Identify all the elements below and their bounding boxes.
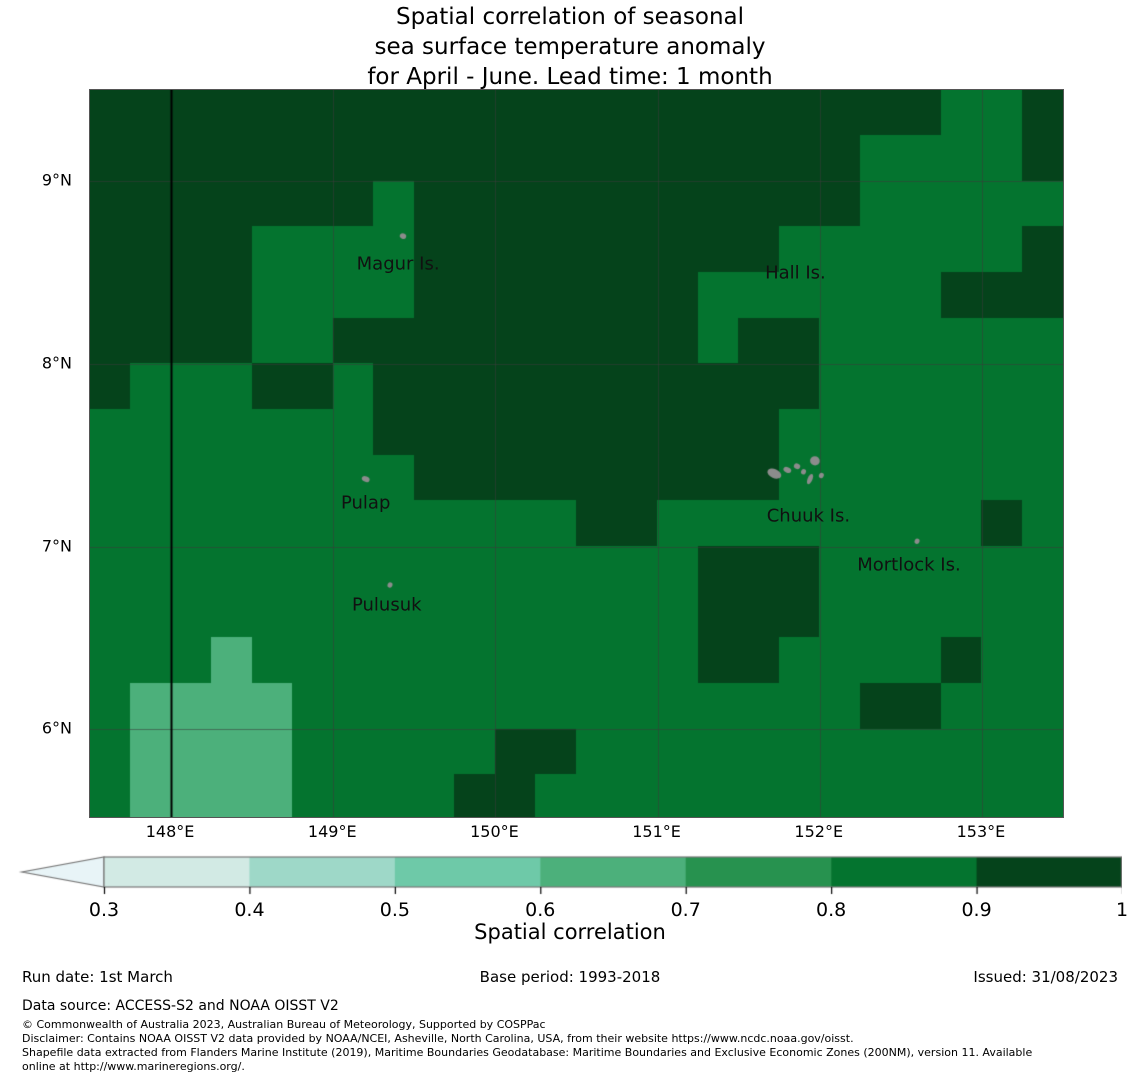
y-axis-tick: 8°N: [41, 353, 72, 373]
issued-date: Issued: 31/08/2023: [973, 968, 1118, 986]
x-axis-tick: 152°E: [794, 822, 844, 841]
run-date: Run date: 1st March: [22, 968, 173, 986]
x-axis-tick: 150°E: [470, 822, 519, 841]
colorbar-gradient: [18, 855, 1122, 897]
data-source: Data source: ACCESS-S2 and NOAA OISST V2: [22, 998, 339, 1014]
page-title: Spatial correlation of seasonal sea surf…: [367, 4, 773, 90]
x-axis-tick: 151°E: [632, 822, 681, 841]
x-axis-tick: 149°E: [307, 822, 357, 841]
y-axis-tick: 7°N: [41, 536, 72, 556]
colorbar-tick: 0.7: [670, 899, 701, 921]
colorbar-tick: 1: [1115, 899, 1129, 921]
colorbar-label: Spatial correlation: [474, 920, 666, 944]
disclaimer-fineprint: © Commonwealth of Australia 2023, Austra…: [22, 1018, 1033, 1073]
colorbar-tick: 0.8: [816, 899, 847, 921]
map-gridlines-and-islands: [90, 90, 1063, 817]
x-axis-tick: 153°E: [956, 822, 1006, 841]
y-axis-tick: 9°N: [41, 170, 72, 190]
map-plot-area[interactable]: Magur Is. Hall Is. Pulap Chuuk Is. Mortlock …: [89, 89, 1064, 818]
colorbar-tick: 0.9: [961, 899, 992, 921]
y-axis-tick: 6°N: [41, 718, 72, 738]
colorbar-tick: 0.5: [379, 899, 410, 921]
x-axis-tick: 148°E: [145, 822, 195, 841]
colorbar-tick: 0.6: [525, 899, 556, 921]
footer-row: Run date: 1st March Base period: 1993-20…: [0, 968, 1140, 992]
colorbar-tick: 0.4: [234, 899, 265, 921]
colorbar[interactable]: 0.3 0.4 0.5 0.6 0.7 0.8 0.9 1: [0, 855, 1140, 921]
base-period: Base period: 1993-2018: [479, 968, 661, 986]
colorbar-tick: 0.3: [88, 899, 120, 921]
